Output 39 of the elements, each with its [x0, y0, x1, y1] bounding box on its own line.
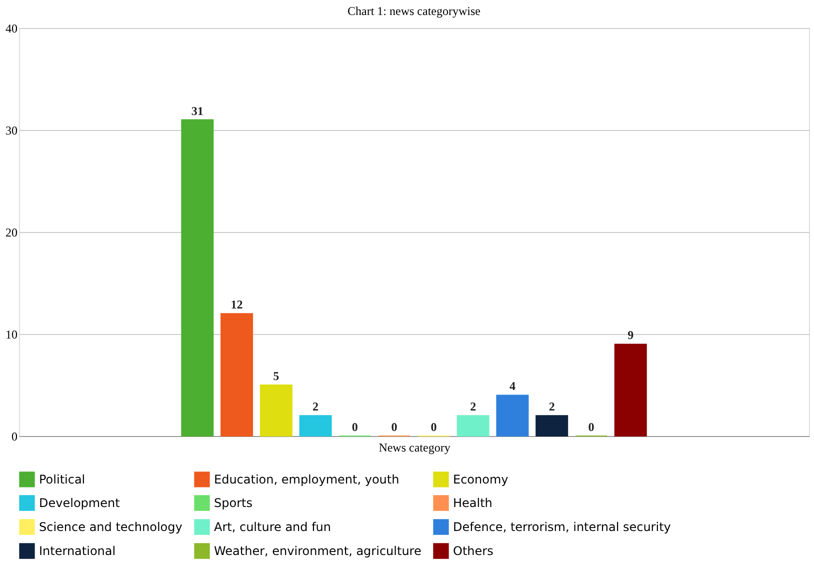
legend-label: Education, employment, youth: [214, 472, 400, 486]
legend-label: Art, culture and fun: [214, 520, 332, 534]
bar: [299, 415, 332, 436]
legend-label: Weather, environment, agriculture: [214, 544, 422, 558]
bar: [220, 313, 254, 436]
bar: [496, 394, 529, 436]
data-label: 2: [548, 400, 555, 414]
data-label: 0: [352, 420, 358, 434]
y-tick-label: 30: [6, 124, 18, 138]
y-tick-label: 40: [6, 22, 18, 36]
y-tick-label: 0: [12, 430, 18, 444]
data-label: 2: [312, 400, 319, 414]
x-axis-title: News category: [378, 440, 450, 454]
legend-label: Others: [453, 544, 494, 558]
legend-label: Health: [453, 496, 492, 510]
data-label: 0: [430, 420, 437, 434]
chart-title: Chart 1: news categorywise: [348, 4, 480, 18]
data-label: 0: [588, 420, 594, 434]
bar: [614, 344, 647, 436]
legend-label: Defence, terrorism, internal security: [453, 520, 671, 534]
legend-label: Economy: [453, 472, 508, 486]
data-label: 4: [509, 379, 516, 394]
bar: [456, 415, 490, 436]
data-label: 12: [230, 298, 243, 312]
data-label: 31: [191, 104, 204, 118]
legend-label: Development: [39, 496, 120, 510]
legend-label: Sports: [214, 496, 252, 510]
bar: [260, 384, 292, 436]
data-label: 5: [273, 369, 280, 383]
legend-label: International: [39, 544, 116, 558]
data-label: 9: [628, 328, 634, 342]
legend-label: Science and technology: [39, 520, 182, 534]
data-label: 2: [470, 400, 476, 414]
data-label: 0: [391, 420, 398, 434]
bar: [536, 415, 568, 436]
bar: [181, 119, 214, 436]
y-tick-label: 20: [6, 226, 18, 240]
legend-label: Political: [39, 472, 86, 486]
y-tick-label: 10: [6, 328, 18, 342]
